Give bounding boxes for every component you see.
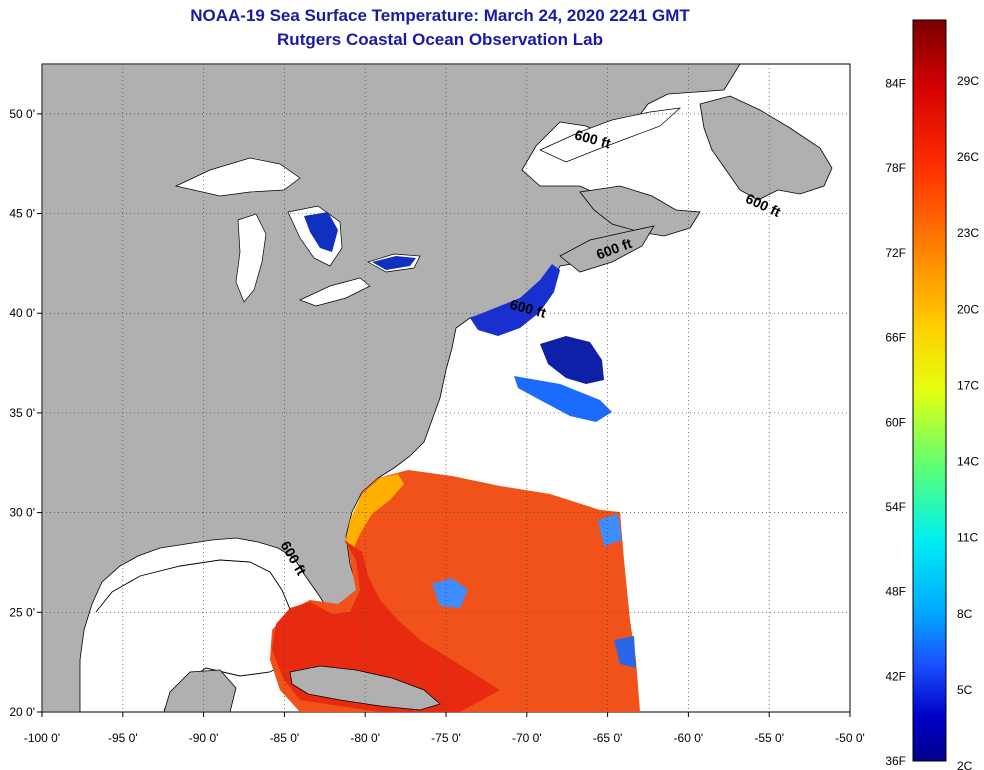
x-tick-label: -55 0' <box>754 731 784 745</box>
x-tick-label: -50 0' <box>835 731 865 745</box>
colorbar-c-label: 2C <box>957 759 973 770</box>
x-axis: -100 0' -95 0' -90 0' -85 0' -80 0' -75 0' -70… <box>24 712 865 745</box>
gulf-shelf-contour <box>95 559 301 711</box>
sst-carolina-shelf <box>346 474 404 552</box>
y-axis: 20 0' 25 0' 30 0' 35 0' 40 0' 45 0' 50 0' <box>9 107 42 719</box>
colorbar-c-label: 17C <box>957 378 979 392</box>
land-maritimes <box>579 185 701 237</box>
chart-title: NOAA-19 Sea Surface Temperature: March 2… <box>190 6 690 25</box>
colorbar-c-label: 14C <box>957 455 979 469</box>
land-north-america <box>42 64 741 712</box>
colorbar-f-label: 36F <box>885 754 906 768</box>
st-lawrence <box>539 107 682 163</box>
y-tick-label: 40 0' <box>9 306 35 320</box>
chart-subtitle: Rutgers Coastal Ocean Observation Lab <box>277 30 603 49</box>
sst-georges-bank <box>540 336 604 384</box>
lake-erie <box>299 277 371 307</box>
y-tick-label: 20 0' <box>9 705 35 719</box>
colorbar-f-label: 84F <box>885 77 906 91</box>
x-tick-label: -70 0' <box>512 731 542 745</box>
x-tick-label: -90 0' <box>189 731 219 745</box>
lake-huron-sst <box>304 212 338 252</box>
colorbar-f-label: 48F <box>885 585 906 599</box>
land-yucatan <box>163 669 237 712</box>
sst-cold-eddy-1 <box>432 578 468 608</box>
colorbar-f-label: 54F <box>885 500 906 514</box>
colorbar-f-label: 78F <box>885 161 906 175</box>
lake-michigan <box>235 213 267 303</box>
colorbar-celsius-labels: 29C 26C 23C 20C 17C 14C 11C 8C 5C 2C <box>957 74 979 770</box>
y-tick-label: 25 0' <box>9 605 35 619</box>
colorbar-c-label: 20C <box>957 302 979 316</box>
y-tick-label: 35 0' <box>9 406 35 420</box>
lake-superior <box>174 157 301 197</box>
colorbar-fahrenheit-labels: 84F 78F 72F 66F 60F 54F 48F 42F 36F <box>885 77 906 768</box>
colorbar-c-label: 5C <box>957 683 973 697</box>
land-nova-scotia <box>559 225 655 273</box>
colorbar-f-label: 60F <box>885 415 906 429</box>
lake-ontario-sst <box>372 256 416 270</box>
x-tick-label: -80 0' <box>350 731 380 745</box>
sst-slope-streak <box>514 376 612 422</box>
colorbar-c-label: 11C <box>957 531 978 545</box>
colorbar-c-label: 23C <box>957 226 979 240</box>
map-content <box>42 64 833 712</box>
colorbar-c-label: 29C <box>957 74 979 88</box>
grid <box>42 64 850 712</box>
colorbar-f-label: 72F <box>885 246 906 260</box>
x-tick-label: -100 0' <box>24 731 60 745</box>
x-tick-label: -75 0' <box>431 731 461 745</box>
land-newfoundland <box>699 95 833 201</box>
sst-cold-eddy-2 <box>598 514 622 546</box>
colorbar <box>912 19 947 762</box>
colorbar-f-label: 66F <box>885 331 906 345</box>
y-tick-label: 30 0' <box>9 506 35 520</box>
x-tick-label: -60 0' <box>674 731 704 745</box>
sst-cold-eddy-3 <box>614 636 636 668</box>
colorbar-c-label: 26C <box>957 150 979 164</box>
colorbar-f-label: 42F <box>885 669 906 683</box>
y-tick-label: 45 0' <box>9 207 35 221</box>
sst-gulf-of-maine <box>470 264 560 336</box>
x-tick-label: -65 0' <box>593 731 623 745</box>
x-tick-label: -85 0' <box>270 731 300 745</box>
colorbar-c-label: 8C <box>957 607 973 621</box>
y-tick-label: 50 0' <box>9 107 35 121</box>
x-tick-label: -95 0' <box>108 731 138 745</box>
